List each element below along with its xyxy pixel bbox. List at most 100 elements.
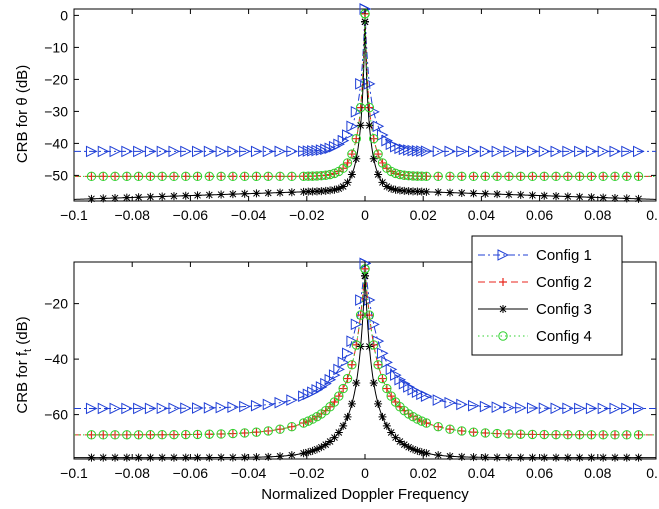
series-line: [74, 268, 656, 436]
data-point: [457, 452, 466, 461]
legend-label: Config 4: [536, 328, 592, 345]
data-point: [480, 171, 491, 182]
data-point: [320, 377, 332, 390]
data-point: [240, 172, 249, 181]
data-point: [378, 178, 387, 187]
data-point: [347, 399, 356, 408]
data-point: [98, 171, 108, 182]
data-point: [407, 144, 420, 157]
data-point: [274, 145, 287, 158]
data-point: [621, 145, 633, 158]
data-point: [193, 191, 202, 200]
data-point: [403, 381, 415, 393]
data-point: [317, 187, 326, 196]
bottom-y-axis-label-subscript: t: [22, 349, 34, 352]
data-point: [421, 171, 432, 181]
series-config-3: [74, 271, 656, 462]
data-point: [337, 356, 350, 369]
data-point: [287, 451, 296, 460]
data-point: [156, 145, 169, 158]
data-point: [391, 185, 400, 194]
legend-entry: Config 2: [478, 274, 592, 291]
data-point: [387, 184, 396, 193]
data-point: [457, 188, 466, 197]
y-tick-label: −30: [44, 103, 68, 119]
data-point: [390, 168, 401, 179]
x-tick-label: −0.06: [173, 207, 209, 223]
data-point: [387, 428, 396, 437]
data-point: [409, 187, 418, 196]
data-point: [347, 360, 356, 369]
legend-label: Config 2: [536, 274, 592, 291]
data-point: [456, 398, 468, 411]
data-point: [203, 402, 216, 414]
data-point: [352, 379, 361, 388]
data-point: [228, 171, 238, 182]
data-point: [574, 402, 586, 415]
x-tick-label: 0.08: [584, 207, 611, 223]
data-point: [110, 171, 120, 182]
data-point: [111, 453, 120, 462]
data-point: [574, 171, 585, 182]
data-point: [216, 171, 226, 182]
data-point: [599, 453, 608, 462]
data-point: [634, 194, 643, 203]
data-point: [369, 154, 378, 163]
data-point: [390, 140, 402, 153]
data-point: [134, 453, 143, 462]
data-point: [599, 193, 608, 202]
data-point: [304, 187, 313, 196]
data-point: [203, 145, 216, 158]
data-point: [134, 172, 143, 181]
data-point: [156, 402, 169, 415]
data-point: [540, 453, 549, 462]
data-point: [504, 190, 513, 199]
data-point: [374, 150, 383, 159]
data-point: [552, 192, 561, 201]
data-point: [621, 402, 633, 415]
data-point: [204, 429, 215, 439]
data-point: [86, 171, 97, 182]
data-point: [376, 347, 389, 360]
legend-entry: Config 4: [478, 328, 592, 345]
data-point: [528, 191, 537, 200]
data-point: [417, 187, 426, 196]
data-point: [527, 171, 538, 182]
data-point: [610, 430, 620, 440]
data-point: [330, 433, 339, 442]
data-point: [422, 449, 431, 458]
data-point: [587, 193, 596, 202]
data-point: [251, 427, 262, 437]
data-point: [369, 134, 379, 144]
data-point: [347, 149, 357, 159]
data-point: [158, 192, 167, 201]
data-point: [287, 188, 296, 197]
data-point: [134, 193, 143, 202]
data-point: [540, 191, 549, 200]
data-point: [634, 453, 643, 462]
data-point: [146, 453, 155, 462]
data-point: [334, 391, 344, 401]
data-point: [320, 143, 332, 156]
data-point: [403, 144, 415, 156]
data-point: [109, 145, 122, 158]
data-point: [227, 401, 240, 413]
data-point: [263, 171, 273, 182]
data-point: [409, 445, 418, 454]
data-point: [240, 453, 249, 462]
data-point: [421, 418, 432, 428]
data-point: [364, 310, 375, 320]
x-tick-label: −0.08: [114, 207, 150, 223]
data-point: [317, 443, 326, 452]
data-point: [622, 171, 632, 182]
y-tick-label: −40: [44, 351, 68, 367]
data-point: [315, 144, 328, 156]
data-point: [299, 187, 308, 196]
data-point: [342, 373, 353, 384]
data-point: [386, 166, 396, 177]
data-point: [97, 145, 110, 158]
data-point: [526, 145, 539, 158]
data-point: [434, 451, 443, 460]
x-tick-label: −0.02: [289, 465, 325, 481]
data-point: [86, 430, 97, 440]
